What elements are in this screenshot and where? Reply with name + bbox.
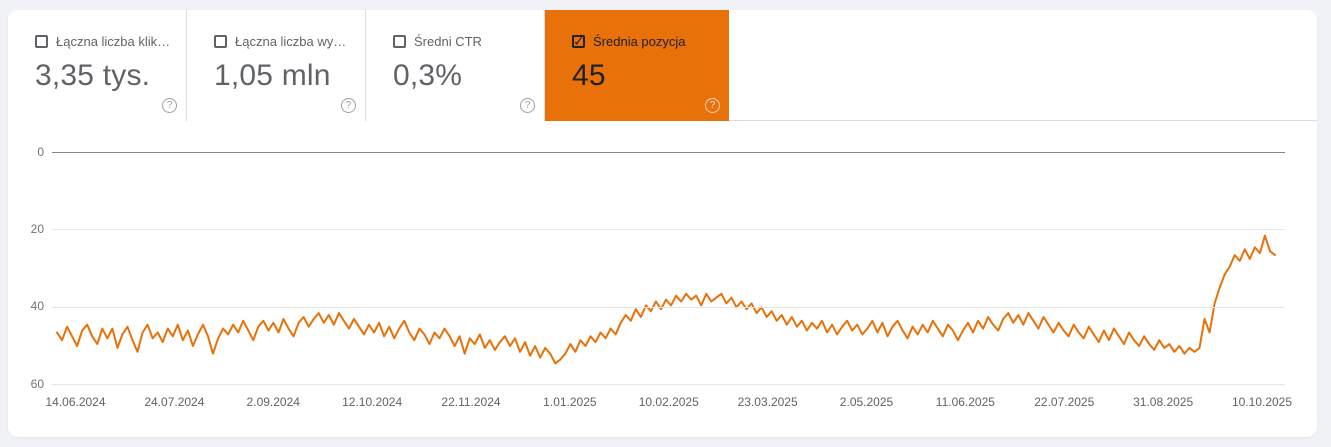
x-axis-tick-2.09.2024: 2.09.2024 <box>246 395 300 409</box>
metric-cards-row: Łączna liczba klik… 3,35 tys. ? Łączna l… <box>8 10 1317 121</box>
ctr-value: 0,3% <box>393 59 463 92</box>
impressions-label: Łączna liczba wy… <box>235 34 347 49</box>
metric-card-position[interactable]: Średnia pozycja 45 ? <box>545 10 729 121</box>
x-axis-tick-23.03.2025: 23.03.2025 <box>737 395 798 409</box>
help-icon[interactable]: ? <box>162 98 177 113</box>
metric-card-impressions[interactable]: Łączna liczba wy… 1,05 mln ? <box>187 10 366 121</box>
position-checkbox[interactable] <box>572 33 585 50</box>
clicks-label: Łączna liczba klik… <box>56 34 171 49</box>
average-position-chart[interactable]: 0 20 40 60 14.06.2024 24.07.2024 2.09.2024 12.1… <box>8 121 1317 437</box>
position-series-line <box>56 234 1276 365</box>
x-axis-tick-31.08.2025: 31.08.2025 <box>1133 395 1194 409</box>
y-axis-tick-0: 0 <box>37 144 44 159</box>
position-value: 45 <box>572 59 606 92</box>
x-axis-tick-11.06.2025: 11.06.2025 <box>935 395 995 409</box>
x-axis-tick-10.10.2025: 10.10.2025 <box>1231 395 1293 409</box>
position-label: Średnia pozycja <box>593 34 686 49</box>
help-icon[interactable]: ? <box>705 98 720 113</box>
gridline-40 <box>52 306 1285 308</box>
metric-card-ctr[interactable]: Średni CTR 0,3% ? <box>366 10 545 121</box>
y-axis-tick-60: 60 <box>30 376 44 391</box>
metric-card-clicks[interactable]: Łączna liczba klik… 3,35 tys. ? <box>8 10 187 121</box>
x-axis-tick-1.01.2025: 1.01.2025 <box>543 395 597 409</box>
y-axis-tick-40: 40 <box>30 299 44 314</box>
impressions-checkbox[interactable] <box>214 35 227 48</box>
gridline-0 <box>52 152 1285 153</box>
performance-panel: Łączna liczba klik… 3,35 tys. ? Łączna l… <box>8 10 1317 437</box>
x-axis-tick-24.07.2024: 24.07.2024 <box>144 395 205 409</box>
position-line-chart[interactable] <box>8 121 1317 437</box>
ctr-label: Średni CTR <box>414 34 482 49</box>
help-icon[interactable]: ? <box>341 98 356 113</box>
x-axis-tick-14.06.2024: 14.06.2024 <box>45 395 106 409</box>
gridline-60 <box>52 384 1285 386</box>
x-axis-tick-22.11.2024: 22.11.2024 <box>441 395 501 409</box>
ctr-checkbox[interactable] <box>393 35 406 48</box>
x-axis-tick-2.05.2025: 2.05.2025 <box>839 395 894 409</box>
cards-row-spacer <box>729 10 1317 120</box>
x-axis-tick-12.10.2024: 12.10.2024 <box>342 395 403 409</box>
clicks-checkbox[interactable] <box>35 35 48 48</box>
x-axis-tick-22.07.2025: 22.07.2025 <box>1034 395 1095 409</box>
clicks-value: 3,35 tys. <box>35 59 151 92</box>
help-icon[interactable]: ? <box>520 98 535 113</box>
impressions-value: 1,05 mln <box>214 59 331 92</box>
gridline-20 <box>52 229 1285 231</box>
y-axis-tick-20: 20 <box>30 221 44 236</box>
x-axis-tick-10.02.2025: 10.02.2025 <box>638 395 699 409</box>
